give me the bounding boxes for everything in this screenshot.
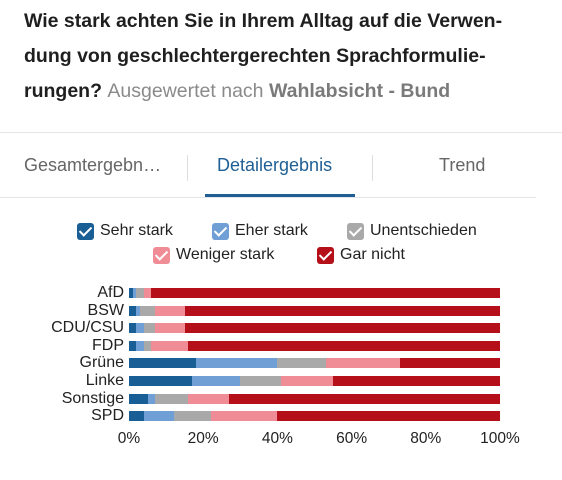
- legend-item-unentschieden[interactable]: Unentschieden: [347, 222, 477, 240]
- bar-segment[interactable]: [277, 358, 327, 369]
- question-text: Wie stark achten Sie in Ihrem Alltag auf…: [24, 4, 544, 109]
- category-label: FDP: [92, 336, 124, 354]
- x-tick-label: 0%: [117, 430, 141, 447]
- bar-segment[interactable]: [195, 358, 278, 369]
- bar-segment[interactable]: [151, 288, 501, 298]
- x-tick-label: 40%: [261, 430, 293, 447]
- legend-item-eher-stark[interactable]: Eher stark: [212, 222, 308, 240]
- category-label: Linke: [85, 372, 124, 389]
- bar-segment[interactable]: [399, 358, 501, 369]
- legend-item-weniger-stark[interactable]: Weniger stark: [153, 246, 274, 264]
- bar-segment[interactable]: [188, 340, 501, 351]
- stacked-bar-chart: AfD BSW CDU/CSU FDP Grüne Linke Sonstige SPD 0% 2…: [0, 280, 562, 470]
- category-label: Grüne: [79, 354, 124, 372]
- bar-segment[interactable]: [154, 305, 186, 316]
- bar-segment[interactable]: [129, 323, 137, 334]
- bar-segment[interactable]: [143, 411, 174, 422]
- bar-segment[interactable]: [136, 305, 141, 316]
- bar-segment[interactable]: [143, 288, 152, 298]
- x-tick-label: 80%: [410, 430, 442, 447]
- bar-segment[interactable]: [140, 305, 156, 316]
- legend-label: Eher stark: [235, 222, 308, 239]
- tab-gesamtergebnis[interactable]: Gesamtergebn…: [24, 155, 162, 175]
- x-tick-label: 100%: [480, 430, 520, 447]
- bar-segment[interactable]: [210, 411, 278, 422]
- bar-segment[interactable]: [129, 288, 134, 298]
- bar-segment[interactable]: [281, 376, 334, 386]
- legend-label: Sehr stark: [100, 222, 173, 239]
- active-tab-indicator: [205, 194, 355, 197]
- bar-segment[interactable]: [173, 411, 212, 422]
- bar-segment[interactable]: [325, 358, 401, 369]
- tab-trend[interactable]: Trend: [439, 155, 486, 175]
- bar-segment[interactable]: [129, 411, 145, 422]
- bar-segment[interactable]: [184, 305, 501, 316]
- legend-item-sehr-stark[interactable]: Sehr stark: [77, 222, 173, 240]
- bar-segment[interactable]: [129, 305, 137, 316]
- bar-segment[interactable]: [143, 340, 152, 351]
- x-tick-label: 60%: [336, 430, 368, 447]
- bar-segment[interactable]: [184, 323, 501, 334]
- category-label: Sonstige: [61, 389, 124, 407]
- bar-segment[interactable]: [154, 393, 189, 404]
- bar-segment[interactable]: [143, 323, 156, 334]
- legend-swatch-checkbox-icon: [77, 222, 94, 240]
- bar-segment[interactable]: [229, 393, 501, 404]
- legend-label: Gar nicht: [340, 246, 405, 263]
- category-label: CDU/CSU: [51, 319, 124, 337]
- category-label: BSW: [87, 301, 124, 319]
- x-tick-label: 20%: [187, 430, 219, 447]
- legend-swatch-checkbox-icon: [212, 222, 229, 240]
- bar-segment[interactable]: [136, 288, 145, 298]
- question-line-3: rungen? Ausgewertet nach Wahlabsicht - B…: [24, 74, 544, 109]
- bar-segment[interactable]: [192, 376, 241, 386]
- bar-segment[interactable]: [188, 393, 230, 404]
- evaluated-by-label: Ausgewertet nach: [107, 80, 264, 102]
- tab-separator: [372, 155, 373, 181]
- legend-label: Unentschieden: [370, 222, 477, 239]
- legend-swatch-checkbox-icon: [153, 246, 170, 264]
- legend-swatch-checkbox-icon: [347, 222, 364, 240]
- bar-segment[interactable]: [277, 411, 501, 422]
- tab-separator: [187, 155, 188, 181]
- question-line-3-text: rungen?: [24, 80, 102, 102]
- bar-segment[interactable]: [151, 340, 189, 351]
- bar-segment[interactable]: [129, 376, 193, 386]
- category-label: SPD: [91, 407, 124, 425]
- chart-legend: Sehr stark Eher stark Unentschieden Weni…: [0, 220, 562, 270]
- bar-segment[interactable]: [129, 393, 149, 404]
- bar-segment[interactable]: [129, 340, 137, 351]
- result-tabs: Gesamtergebn… Detailergebnis Trend: [0, 132, 562, 198]
- question-line-2: dung von geschlechtergerechten Sprachfor…: [24, 45, 486, 67]
- bar-segment[interactable]: [132, 288, 137, 298]
- bar-segment[interactable]: [147, 393, 156, 404]
- tab-detailergebnis[interactable]: Detailergebnis: [217, 155, 333, 175]
- bar-segment[interactable]: [136, 340, 145, 351]
- bar-segment[interactable]: [154, 323, 186, 334]
- bar-segment[interactable]: [240, 376, 282, 386]
- legend-label: Weniger stark: [176, 246, 275, 263]
- question-line-1: Wie stark achten Sie in Ihrem Alltag auf…: [24, 10, 503, 32]
- legend-item-gar-nicht[interactable]: Gar nicht: [317, 246, 405, 264]
- legend-swatch-checkbox-icon: [317, 246, 334, 264]
- tabs-divider: [0, 197, 536, 198]
- evaluation-group: Wahlabsicht - Bund: [268, 80, 451, 102]
- bar-segment[interactable]: [136, 323, 145, 334]
- category-label: AfD: [97, 284, 124, 301]
- bar-segment[interactable]: [333, 376, 501, 386]
- bar-segment[interactable]: [129, 358, 197, 369]
